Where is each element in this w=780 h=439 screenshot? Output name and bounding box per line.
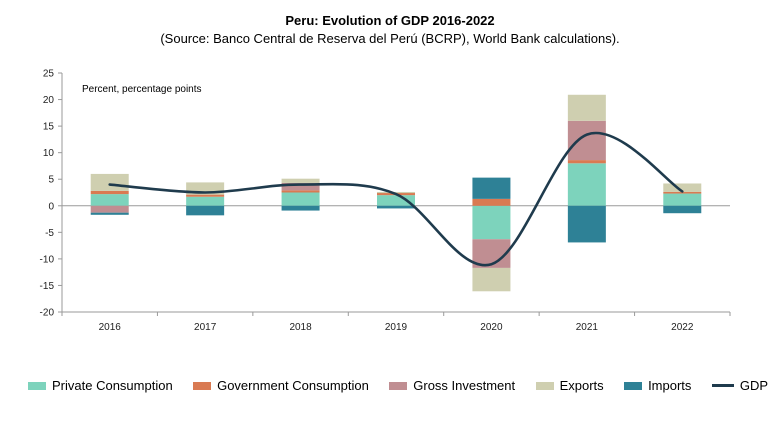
bar-segment: [472, 198, 511, 206]
bar-segment: [186, 196, 225, 206]
chart-legend: Private Consumption Government Consumptio…: [28, 378, 768, 393]
gdp-chart: 25 20 15 10 5 0 -5 -10 -15 -20 2016 2017 2018 2019 202…: [40, 69, 731, 333]
legend-item: Private Consumption: [28, 378, 173, 393]
x-tick-label: 2017: [194, 322, 217, 333]
bar-segment: [186, 205, 225, 216]
bar-segment: [281, 192, 320, 206]
bar-segment: [90, 205, 129, 213]
x-tick-label: 2022: [671, 322, 694, 333]
x-tick-label: 2016: [99, 322, 122, 333]
legend-item: Imports: [624, 378, 691, 393]
legend-swatch: [28, 381, 46, 390]
x-tick-label: 2019: [385, 322, 408, 333]
y-tick-label: 15: [43, 122, 55, 133]
legend-label: GDP: [739, 378, 768, 393]
y-tick-label: 20: [43, 95, 55, 106]
legend-label: Imports: [648, 378, 692, 393]
legend-swatch: [535, 381, 554, 390]
chart-subtitle: (Source: Banco Central de Reserva del Pe…: [160, 31, 620, 46]
bar-segment: [377, 205, 415, 209]
bar-segment: [567, 163, 606, 206]
bar-segment: [281, 205, 320, 211]
legend-swatch: [193, 381, 212, 390]
y-tick-label: 25: [43, 69, 55, 80]
y-tick-label: -20: [40, 308, 55, 319]
legend-item: Gross Investment: [389, 378, 515, 393]
y-tick-label: -5: [45, 228, 54, 239]
bar-segment: [663, 205, 702, 214]
bar-segment: [663, 191, 702, 194]
bar-segment: [377, 191, 415, 194]
legend-swatch: [711, 384, 734, 387]
bar-segment: [472, 177, 511, 199]
bar-segment: [567, 94, 606, 121]
bar-segment: [663, 183, 702, 192]
bar-segment: [281, 182, 320, 191]
bar-segment: [472, 267, 511, 292]
bar-segment: [90, 173, 129, 191]
bar-segment: [90, 194, 129, 206]
legend-label: Private Consumption: [52, 378, 173, 393]
legend-label: Exports: [559, 378, 604, 393]
bar-segment: [281, 190, 320, 193]
x-tick-label: 2021: [576, 322, 599, 333]
legend-item: Exports: [535, 378, 604, 393]
legend-swatch: [389, 381, 408, 390]
chart-annotation: Percent, percentage points: [82, 84, 202, 95]
legend-item: GDP: [711, 378, 768, 393]
legend-item: Government Consumption: [193, 378, 369, 393]
y-tick-label: 0: [48, 201, 54, 212]
bar-segment: [377, 195, 415, 206]
bar-segment: [472, 205, 511, 240]
y-tick-label: 5: [48, 175, 54, 186]
legend-label: Gross Investment: [413, 378, 516, 393]
bar-segment: [567, 205, 606, 243]
bar-segment: [663, 193, 702, 206]
bar-segment: [567, 120, 606, 161]
bar-segment: [281, 178, 320, 183]
x-tick-label: 2018: [289, 322, 312, 333]
line-layer: [108, 131, 684, 267]
y-tick-label: -15: [40, 281, 55, 292]
gdp-line: [108, 131, 684, 267]
y-tick-label: 10: [43, 148, 55, 159]
bars-layer: [90, 94, 702, 292]
bar-segment: [567, 160, 606, 164]
axis-layer: 25 20 15 10 5 0 -5 -10 -15 -20 2016 2017 2018 2019 202…: [40, 69, 731, 333]
chart-title: Peru: Evolution of GDP 2016-2022: [285, 13, 495, 28]
bar-segment: [90, 212, 129, 215]
legend-swatch: [624, 381, 643, 390]
legend-label: Government Consumption: [217, 378, 369, 393]
bar-segment: [90, 190, 129, 195]
x-tick-label: 2020: [480, 322, 503, 333]
bar-segment: [186, 194, 225, 197]
y-tick-label: -10: [40, 254, 55, 265]
